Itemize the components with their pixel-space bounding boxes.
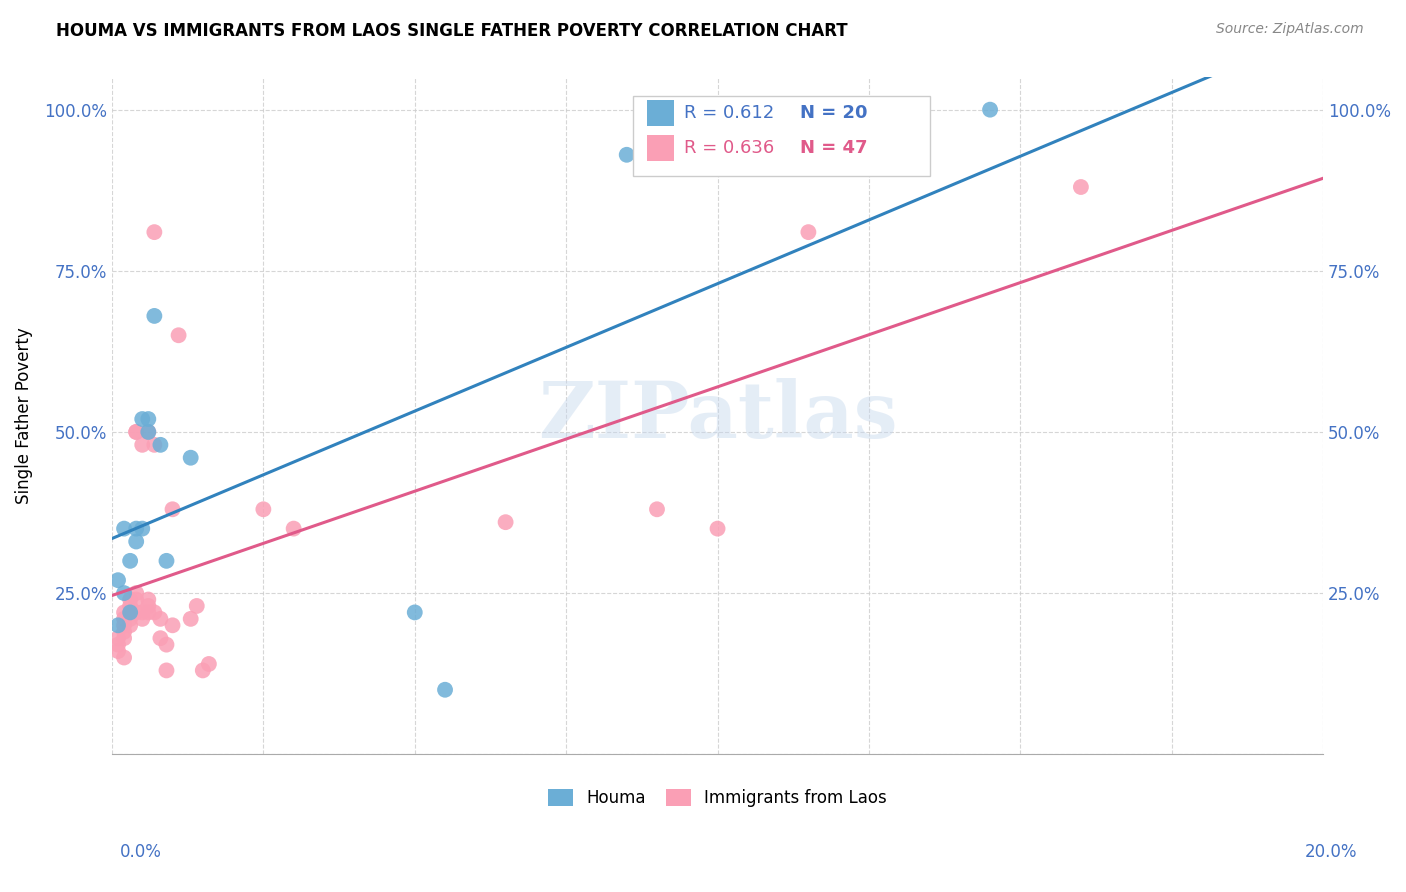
Point — [155, 638, 177, 652]
Point — [136, 425, 159, 439]
Point — [149, 438, 172, 452]
FancyBboxPatch shape — [647, 100, 673, 126]
Point — [136, 425, 159, 439]
Point — [131, 606, 153, 620]
Point — [186, 599, 208, 613]
Point — [112, 606, 135, 620]
Text: Source: ZipAtlas.com: Source: ZipAtlas.com — [1216, 22, 1364, 37]
Point — [131, 612, 153, 626]
Point — [495, 515, 517, 529]
Point — [107, 631, 129, 645]
Point — [616, 148, 638, 162]
Point — [149, 612, 172, 626]
Point — [107, 618, 129, 632]
Point — [112, 624, 135, 639]
Point — [125, 586, 148, 600]
Point — [180, 612, 202, 626]
Point — [125, 606, 148, 620]
Point — [136, 606, 159, 620]
Point — [107, 644, 129, 658]
Point — [252, 502, 274, 516]
Point — [112, 522, 135, 536]
Point — [107, 573, 129, 587]
Text: HOUMA VS IMMIGRANTS FROM LAOS SINGLE FATHER POVERTY CORRELATION CHART: HOUMA VS IMMIGRANTS FROM LAOS SINGLE FAT… — [56, 22, 848, 40]
Point — [112, 631, 135, 645]
Point — [434, 682, 457, 697]
Point — [1070, 180, 1092, 194]
Point — [125, 522, 148, 536]
Point — [120, 618, 142, 632]
FancyBboxPatch shape — [633, 95, 929, 176]
Y-axis label: Single Father Poverty: Single Father Poverty — [15, 327, 32, 504]
Point — [155, 664, 177, 678]
Point — [112, 650, 135, 665]
Point — [125, 425, 148, 439]
Text: 0.0%: 0.0% — [120, 843, 162, 861]
Point — [706, 522, 728, 536]
Point — [143, 309, 166, 323]
Point — [112, 586, 135, 600]
Point — [131, 412, 153, 426]
Point — [143, 438, 166, 452]
Point — [120, 606, 142, 620]
Point — [797, 225, 820, 239]
Point — [131, 522, 153, 536]
Point — [120, 554, 142, 568]
Text: N = 47: N = 47 — [800, 139, 868, 157]
Point — [645, 502, 668, 516]
Point — [125, 592, 148, 607]
Point — [107, 638, 129, 652]
FancyBboxPatch shape — [647, 136, 673, 161]
Point — [149, 631, 172, 645]
Point — [136, 599, 159, 613]
Point — [191, 664, 214, 678]
Point — [283, 522, 305, 536]
Point — [112, 618, 135, 632]
Point — [120, 612, 142, 626]
Point — [120, 599, 142, 613]
Legend: Houma, Immigrants from Laos: Houma, Immigrants from Laos — [541, 782, 894, 814]
Point — [404, 606, 426, 620]
Point — [136, 412, 159, 426]
Point — [180, 450, 202, 465]
Point — [112, 612, 135, 626]
Point — [979, 103, 1001, 117]
Point — [155, 554, 177, 568]
Point — [162, 502, 184, 516]
Text: N = 20: N = 20 — [800, 104, 868, 122]
Text: R = 0.612: R = 0.612 — [683, 104, 773, 122]
Point — [125, 425, 148, 439]
Text: 20.0%: 20.0% — [1305, 843, 1357, 861]
Point — [120, 606, 142, 620]
Point — [143, 225, 166, 239]
Point — [136, 592, 159, 607]
Point — [162, 618, 184, 632]
Point — [125, 534, 148, 549]
Point — [120, 592, 142, 607]
Point — [198, 657, 221, 671]
Point — [167, 328, 190, 343]
Point — [131, 438, 153, 452]
Text: R = 0.636: R = 0.636 — [683, 139, 773, 157]
Text: ZIPatlas: ZIPatlas — [537, 378, 897, 454]
Point — [143, 606, 166, 620]
